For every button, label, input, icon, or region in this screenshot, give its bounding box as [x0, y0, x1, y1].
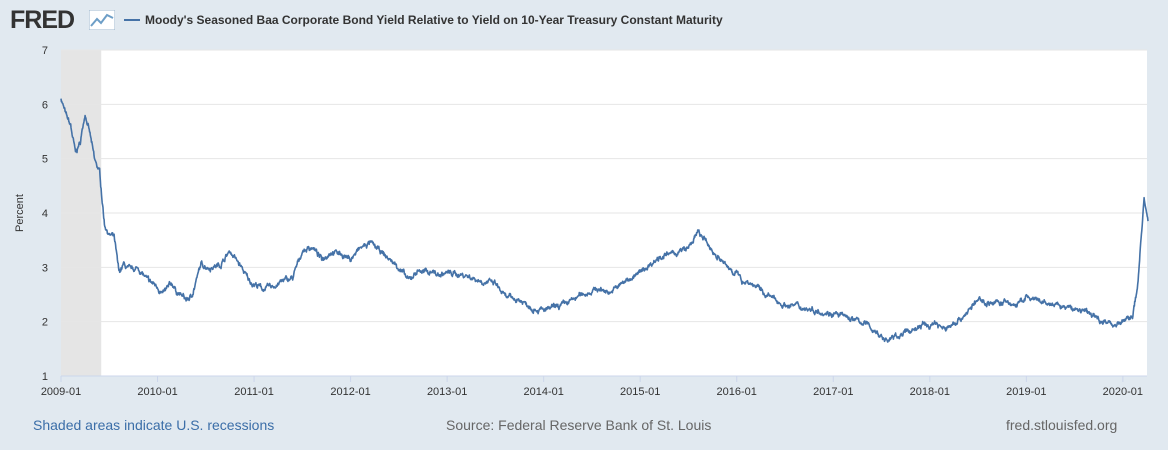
y-tick-label: 7	[42, 45, 48, 57]
x-tick-label: 2017-01	[813, 386, 853, 398]
x-tick-label: 2019-01	[1006, 386, 1046, 398]
y-tick-label: 4	[42, 208, 48, 220]
y-tick-label: 3	[42, 262, 48, 274]
x-axis: 2009-01 2010-01 2011-01 2012-01 2013-01 2014-…	[41, 375, 1147, 398]
chart-title: Moody's Seasoned Baa Corporate Bond Yiel…	[145, 13, 723, 27]
series-line	[60, 98, 1149, 343]
line-chart: 1 2 3 4 5 6 7 2009-01 2010-01 2011-01 2012-01 2013…	[14, 45, 1149, 398]
x-tick-label: 2015-01	[620, 386, 660, 398]
x-tick-label: 2009-01	[41, 386, 81, 398]
line-chart-icon	[89, 10, 115, 30]
recession-note-link[interactable]: Shaded areas indicate U.S. recessions	[33, 417, 275, 433]
legend-swatch	[124, 19, 140, 21]
site-link[interactable]: fred.stlouisfed.org	[1006, 417, 1118, 433]
x-tick-label: 2010-01	[137, 386, 177, 398]
x-tick-label: 2014-01	[523, 386, 563, 398]
y-axis: 1 2 3 4 5 6 7	[42, 45, 48, 383]
chart-legend: Moody's Seasoned Baa Corporate Bond Yiel…	[124, 13, 723, 27]
y-tick-label: 6	[42, 99, 48, 111]
fred-logo[interactable]: FRED	[10, 6, 75, 34]
x-tick-label: 2011-01	[234, 386, 274, 398]
y-axis-title: Percent	[14, 194, 26, 232]
x-tick-label: 2012-01	[330, 386, 370, 398]
chart-header: FRED Moody's Seasoned Baa Corporate Bond…	[10, 5, 1160, 35]
y-tick-label: 5	[42, 154, 48, 166]
x-tick-label: 2013-01	[427, 386, 467, 398]
series-layer	[60, 98, 1149, 343]
y-tick-label: 2	[42, 317, 48, 329]
x-tick-label: 2016-01	[717, 386, 757, 398]
x-tick-label: 2020-01	[1103, 386, 1143, 398]
x-tick-label: 2018-01	[910, 386, 950, 398]
y-tick-label: 1	[42, 371, 48, 383]
source-text: Source: Federal Reserve Bank of St. Loui…	[446, 417, 712, 433]
